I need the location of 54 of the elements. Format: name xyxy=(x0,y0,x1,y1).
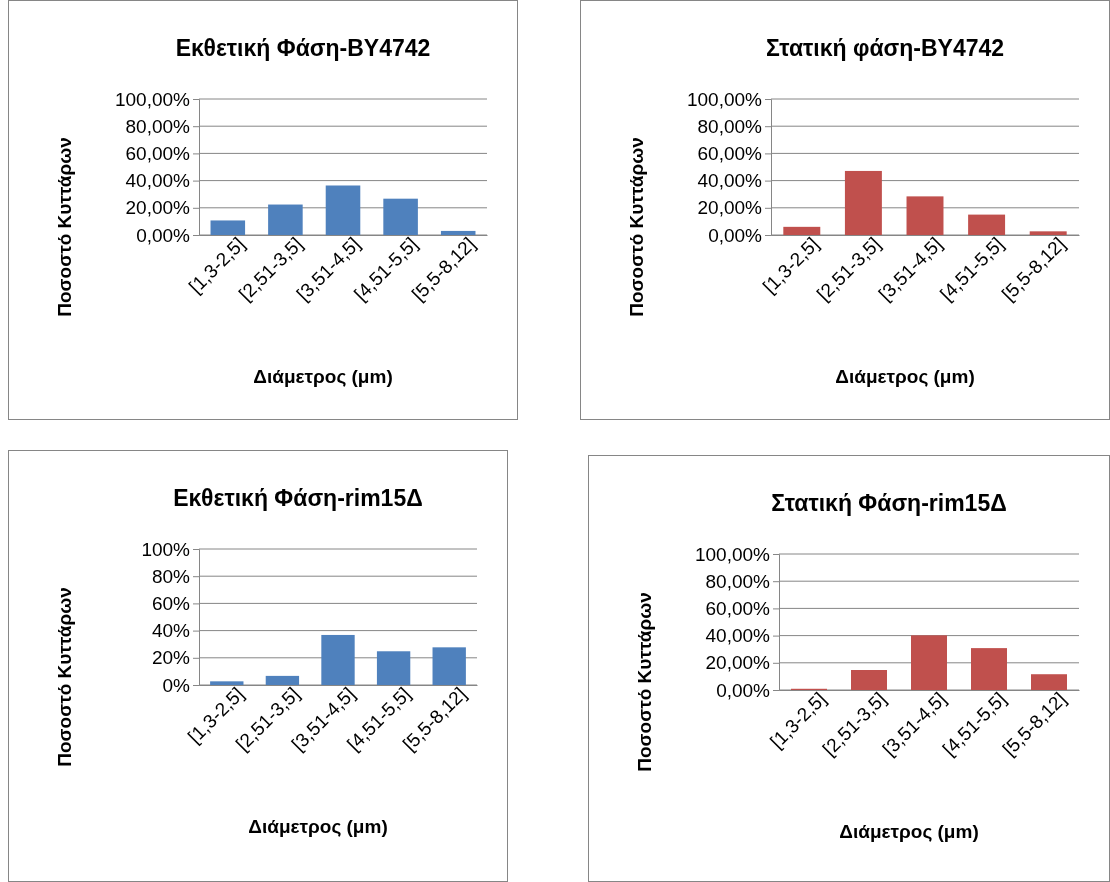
bar xyxy=(432,647,466,685)
bar xyxy=(265,675,300,685)
y-tick-label: 40,00% xyxy=(697,170,763,192)
chart-title: Εκθετική Φάση-rim15Δ xyxy=(173,485,423,511)
y-tick-label: 100,00% xyxy=(686,88,763,110)
y-tick-label: 40,00% xyxy=(125,170,191,192)
y-axis-title: Ποσοστό Κυττάρων xyxy=(626,137,647,317)
y-tick-label: 20,00% xyxy=(705,652,771,674)
chart-title: Στατική φάση-BY4742 xyxy=(765,35,1005,61)
y-tick-label: 20,00% xyxy=(125,197,191,219)
x-axis-title: Διάμετρος (μm) xyxy=(253,366,393,387)
y-tick-label: 20,00% xyxy=(697,197,763,219)
y-tick-label: 80,00% xyxy=(705,570,771,592)
bar xyxy=(911,635,947,690)
bar xyxy=(783,226,821,235)
y-tick-label: 80,00% xyxy=(697,115,763,137)
y-axis-title: Ποσοστό Κυττάρων xyxy=(634,592,655,772)
y-axis-title: Ποσοστό Κυττάρων xyxy=(54,137,75,317)
y-tick-label: 60,00% xyxy=(697,142,763,164)
bar xyxy=(968,214,1006,235)
y-tick-label: 80% xyxy=(151,565,191,587)
y-tick-label: 60,00% xyxy=(705,597,771,619)
x-axis-title: Διάμετρος (μm) xyxy=(839,821,979,842)
bar xyxy=(325,185,361,235)
bar xyxy=(210,220,246,235)
chart-title: Εκθετική Φάση-BY4742 xyxy=(175,35,431,61)
chart-title: Στατική Φάση-rim15Δ xyxy=(771,490,1007,516)
bar xyxy=(844,170,882,235)
y-axis-title: Ποσοστό Κυττάρων xyxy=(54,587,75,767)
y-tick-label: 100,00% xyxy=(694,543,771,565)
bar xyxy=(376,651,411,685)
y-tick-label: 0,00% xyxy=(136,224,191,246)
x-axis-title: Διάμετρος (μm) xyxy=(248,816,388,837)
bar xyxy=(440,230,476,235)
y-tick-label: 40% xyxy=(151,620,191,642)
y-tick-label: 80,00% xyxy=(125,115,191,137)
x-axis-title: Διάμετρος (μm) xyxy=(835,366,975,387)
y-tick-label: 60,00% xyxy=(125,142,191,164)
y-tick-label: 100,00% xyxy=(114,88,191,110)
bar xyxy=(851,670,887,690)
y-tick-label: 0,00% xyxy=(708,224,763,246)
y-tick-label: 20% xyxy=(151,647,191,669)
y-tick-label: 100% xyxy=(141,538,191,560)
y-tick-label: 0,00% xyxy=(716,679,771,701)
bar xyxy=(383,198,418,235)
bar xyxy=(321,634,355,685)
y-tick-label: 60% xyxy=(151,592,191,614)
bar xyxy=(1029,231,1067,235)
bar xyxy=(268,204,303,235)
bar xyxy=(1031,674,1067,690)
bar xyxy=(210,681,244,685)
bar xyxy=(906,196,944,235)
y-tick-label: 40,00% xyxy=(705,625,771,647)
bar xyxy=(971,648,1007,690)
